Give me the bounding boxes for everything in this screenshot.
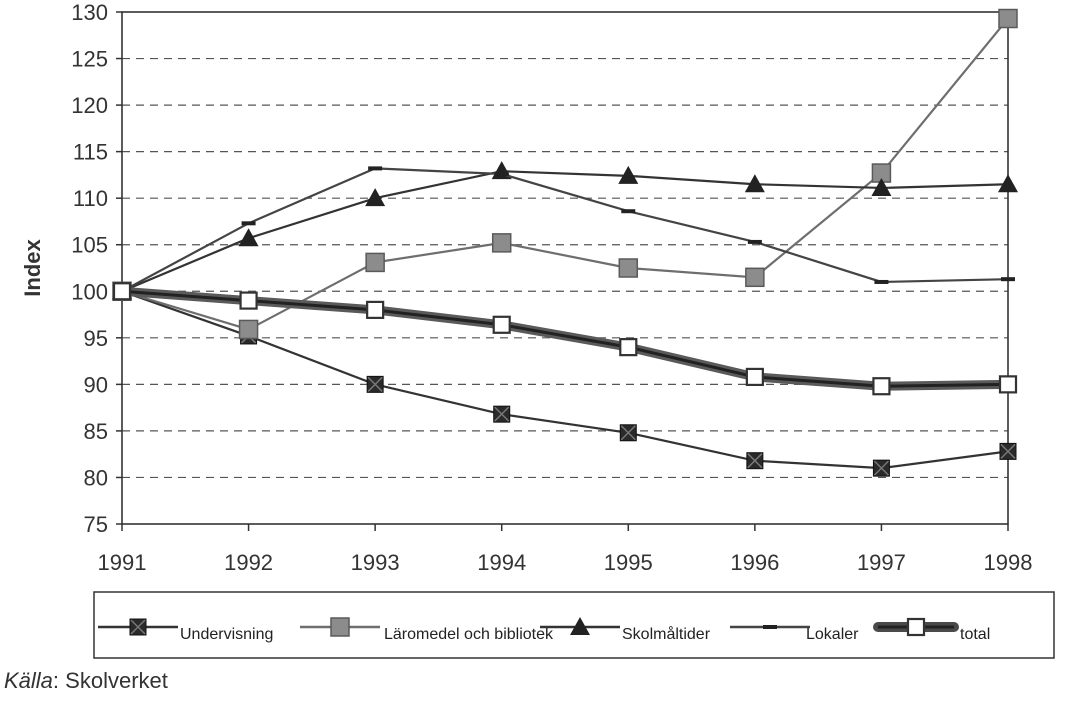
marker-cross — [1000, 443, 1016, 459]
plot-frame — [121, 11, 1009, 525]
legend-label: Lokaler — [806, 626, 859, 643]
marker-cross — [494, 406, 510, 422]
marker-cross — [620, 425, 636, 441]
x-tick-label: 1998 — [984, 550, 1033, 575]
x-tick-label: 1993 — [351, 550, 400, 575]
data-point — [619, 338, 638, 357]
marker-cross — [747, 453, 763, 469]
data-point — [491, 233, 512, 253]
data-point — [493, 405, 511, 423]
y-tick-label: 80 — [84, 465, 108, 490]
legend-box — [93, 591, 1055, 659]
data-point — [744, 174, 765, 193]
legend-label: Läromedel och bibliotek — [384, 626, 554, 643]
legend-label: Undervisning — [180, 626, 273, 643]
x-tick-label: 1992 — [224, 550, 273, 575]
source-text: Skolverket — [59, 668, 168, 693]
marker-cross — [130, 619, 146, 635]
data-point — [366, 375, 384, 393]
legend: Undervisning Läromedel och bibliotek Skolm… — [93, 591, 1055, 659]
data-point — [999, 442, 1017, 460]
legend-label: total — [960, 626, 990, 643]
y-tick-label: 95 — [84, 326, 108, 351]
series-group — [112, 8, 1018, 477]
data-point — [746, 452, 764, 470]
series-line — [121, 170, 1009, 293]
legend-label: Skolmåltider — [622, 625, 711, 643]
y-tick-label: 105 — [71, 233, 108, 258]
y-tick-label: 120 — [71, 93, 108, 118]
data-point — [871, 177, 892, 196]
series-3 — [115, 166, 1015, 294]
data-point — [745, 367, 764, 387]
y-tick-label: 125 — [71, 47, 108, 72]
y-axis-title: Index — [20, 239, 45, 297]
data-point — [872, 377, 891, 396]
series-4 — [112, 282, 1018, 396]
data-point — [619, 424, 637, 442]
y-axis-title-group: Index — [20, 239, 45, 297]
series-line — [121, 167, 1009, 293]
data-point — [365, 188, 386, 207]
y-tick-label: 75 — [84, 512, 108, 537]
data-point — [492, 315, 511, 334]
source-separator: : — [52, 668, 60, 693]
marker-cross — [873, 460, 889, 476]
legend-marker — [570, 617, 590, 635]
data-point — [872, 459, 890, 477]
data-point — [745, 267, 765, 288]
y-tick-label: 85 — [84, 419, 108, 444]
y-tick-label: 110 — [73, 186, 108, 211]
y-tick-label: 115 — [73, 140, 108, 165]
y-tick-label: 130 — [71, 0, 108, 25]
data-point — [365, 252, 385, 273]
data-point — [618, 258, 639, 278]
legend-marker — [129, 618, 147, 636]
series-line — [121, 290, 1009, 470]
x-tick-label: 1997 — [857, 550, 906, 575]
x-tick-label: 1996 — [730, 550, 779, 575]
series-line — [121, 289, 1009, 388]
data-point — [618, 165, 639, 184]
legend-marker — [906, 617, 926, 637]
x-tick-label: 1991 — [98, 550, 147, 575]
legend-marker — [330, 617, 350, 637]
data-point — [998, 375, 1018, 394]
data-point — [998, 8, 1018, 29]
source-label: Källa — [4, 668, 53, 693]
data-point — [366, 300, 385, 319]
series-line — [121, 17, 1009, 331]
y-tick-label: 90 — [84, 372, 108, 397]
marker-cross — [367, 376, 383, 392]
grid-lines — [122, 57, 1008, 479]
data-point — [112, 282, 132, 301]
axes: 75 80 85 90 95 100 105 110 115 120 125 130 1991 1992 1… — [71, 0, 1032, 575]
data-point — [238, 228, 259, 247]
y-tick-label: 100 — [71, 279, 108, 304]
series-2 — [112, 161, 1018, 300]
x-tick-label: 1995 — [604, 550, 653, 575]
series-1 — [112, 8, 1018, 340]
data-point — [239, 291, 258, 310]
data-point — [238, 319, 259, 340]
source-note: Källa: Skolverket — [4, 668, 168, 694]
x-tick-label: 1994 — [477, 550, 526, 575]
data-point — [998, 174, 1018, 193]
